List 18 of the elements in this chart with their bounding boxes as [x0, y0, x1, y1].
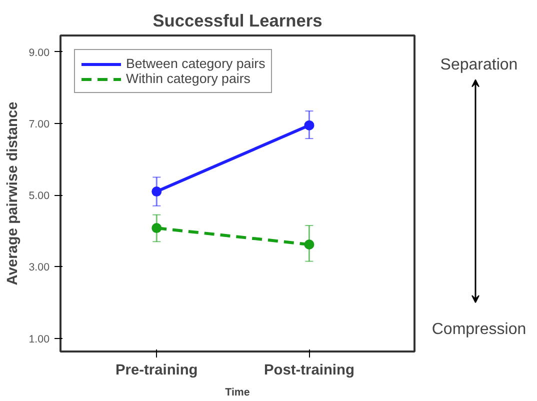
point — [304, 120, 314, 130]
legend-label: Between category pairs — [126, 56, 266, 71]
text: Compression — [432, 320, 526, 338]
legend-label: Within category pairs — [126, 71, 250, 86]
y-tick-label: 9.00 — [28, 46, 50, 59]
y-tick-label: 1.00 — [28, 333, 50, 346]
text: Separation — [440, 56, 518, 74]
y-tick-label: 7.00 — [28, 118, 50, 131]
point — [152, 186, 162, 197]
y-axis-title: Average pairwise distance — [4, 102, 21, 286]
x-axis-title: Time — [225, 386, 250, 398]
y-tick-label: 5.00 — [28, 190, 50, 202]
x-tick-label: Pre-training — [116, 362, 198, 378]
point — [304, 240, 314, 250]
chart-title: Successful Learners — [152, 10, 322, 30]
x-tick-label: Post-training — [264, 362, 354, 378]
y-tick-label: 3.00 — [28, 262, 50, 274]
point — [152, 223, 162, 234]
